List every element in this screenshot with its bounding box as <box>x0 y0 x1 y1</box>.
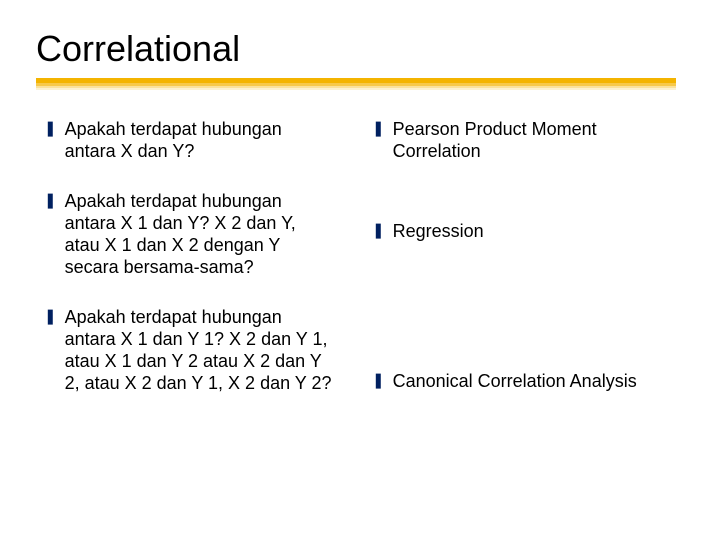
bullet-item: ❚ Apakah terdapat hubungan antara X 1 dan… <box>44 190 334 278</box>
bullet-marker-icon: ❚ <box>44 118 57 140</box>
bullet-item: ❚ Canonical Correlation Analysis <box>372 370 662 392</box>
bullet-text: Apakah terdapat hubungan antara X dan Y? <box>65 118 334 162</box>
slide: Correlational ❚ Apakah terdapat hubungan … <box>0 0 720 540</box>
bullet-marker-icon: ❚ <box>372 220 385 242</box>
bullet-marker-icon: ❚ <box>372 370 385 392</box>
bullet-marker-icon: ❚ <box>44 190 57 212</box>
title-divider <box>36 78 676 90</box>
right-column: ❚ Pearson Product Moment Correlation ❚ Regr… <box>372 118 676 422</box>
slide-title: Correlational <box>36 28 676 70</box>
content-columns: ❚ Apakah terdapat hubungan antara X dan Y… <box>44 118 676 422</box>
divider-bar <box>36 88 676 90</box>
bullet-text: Regression <box>393 220 484 242</box>
bullet-text: Canonical Correlation Analysis <box>393 370 637 392</box>
bullet-item: ❚ Regression <box>372 220 662 242</box>
bullet-text: Apakah terdapat hubungan antara X 1 dan … <box>65 190 334 278</box>
bullet-item: ❚ Apakah terdapat hubungan antara X 1 dan… <box>44 306 334 394</box>
left-column: ❚ Apakah terdapat hubungan antara X dan Y… <box>44 118 348 422</box>
bullet-item: ❚ Apakah terdapat hubungan antara X dan Y… <box>44 118 334 162</box>
bullet-text: Apakah terdapat hubungan antara X 1 dan … <box>65 306 334 394</box>
bullet-item: ❚ Pearson Product Moment Correlation <box>372 118 662 162</box>
bullet-marker-icon: ❚ <box>372 118 385 140</box>
bullet-text: Pearson Product Moment Correlation <box>393 118 662 162</box>
bullet-marker-icon: ❚ <box>44 306 57 328</box>
